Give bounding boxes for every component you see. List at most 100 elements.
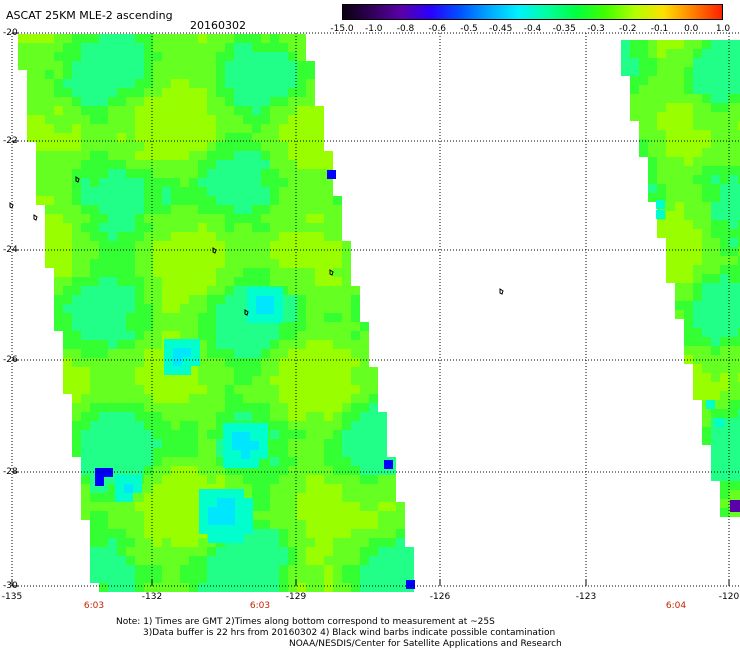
swath-pixel	[234, 124, 243, 133]
swath-pixel	[306, 106, 315, 115]
swath-pixel	[207, 331, 216, 340]
swath-pixel	[702, 283, 711, 292]
swath-pixel	[90, 493, 99, 502]
swath-pixel	[252, 223, 261, 232]
swath-pixel	[306, 259, 315, 268]
swath-pixel	[90, 376, 99, 385]
swath-pixel	[324, 403, 333, 412]
swath-pixel	[729, 337, 738, 346]
swath-pixel	[261, 403, 270, 412]
swath-pixel	[180, 556, 189, 565]
swath-pixel	[639, 49, 648, 58]
swath-pixel	[81, 223, 90, 232]
swath-pixel	[684, 310, 693, 319]
swath-pixel	[81, 430, 90, 439]
swath-pixel	[297, 295, 306, 304]
swath-pixel	[153, 313, 162, 322]
time-label: 6:03	[249, 601, 271, 611]
swath-pixel	[90, 304, 99, 313]
swath-pixel	[117, 340, 126, 349]
swath-pixel	[315, 286, 324, 295]
swath-pixel	[261, 223, 270, 232]
swath-pixel	[36, 52, 45, 61]
swath-pixel	[180, 574, 189, 583]
swath-pixel	[360, 529, 369, 538]
swath-pixel	[729, 418, 738, 427]
swath-pixel	[297, 304, 306, 313]
swath-pixel	[261, 169, 270, 178]
swath-pixel	[693, 211, 702, 220]
swath-pixel	[216, 394, 225, 403]
swath-pixel	[270, 349, 279, 358]
swath-pixel	[720, 40, 729, 49]
colorbar-tick-label: -0.8	[396, 24, 415, 34]
swath-pixel	[288, 142, 297, 151]
swath-pixel	[324, 187, 333, 196]
swath-pixel	[265, 305, 274, 314]
swath-pixel	[153, 97, 162, 106]
swath-pixel	[225, 133, 234, 142]
swath-pixel	[720, 463, 729, 472]
swath-pixel	[72, 160, 81, 169]
swath-pixel	[144, 115, 153, 124]
swath-pixel	[54, 205, 63, 214]
swath-pixel	[234, 466, 243, 475]
swath-pixel	[738, 319, 740, 328]
swath-pixel	[621, 67, 630, 76]
swath-pixel	[250, 441, 259, 450]
swath-pixel	[270, 466, 279, 475]
swath-pixel	[162, 493, 171, 502]
swath-pixel	[711, 283, 720, 292]
swath-pixel	[153, 358, 162, 367]
swath-pixel	[135, 160, 144, 169]
swath-pixel	[54, 313, 63, 322]
swath-pixel	[261, 484, 270, 493]
swath-pixel	[189, 115, 198, 124]
swath-pixel	[252, 160, 261, 169]
swath-pixel	[738, 166, 740, 175]
swath-pixel	[243, 538, 252, 547]
swath-pixel	[45, 151, 54, 160]
swath-pixel	[180, 268, 189, 277]
swath-pixel	[189, 331, 198, 340]
swath-pixel	[261, 250, 270, 259]
swath-pixel	[135, 241, 144, 250]
swath-pixel	[207, 448, 216, 457]
swath-pixel	[225, 412, 234, 421]
note-line-3: NOAA/NESDIS/Center for Satellite Applica…	[289, 639, 562, 649]
swath-pixel	[270, 547, 279, 556]
swath-pixel	[351, 565, 360, 574]
swath-pixel	[207, 367, 216, 376]
swath-pixel	[162, 394, 171, 403]
swath-pixel	[63, 70, 72, 79]
swath-pixel	[684, 40, 693, 49]
swath-pixel	[144, 250, 153, 259]
swath-pixel	[657, 157, 666, 166]
swath-pixel	[396, 574, 405, 583]
swath-pixel	[279, 79, 288, 88]
swath-pixel	[288, 106, 297, 115]
swath-pixel	[54, 88, 63, 97]
swath-pixel	[144, 169, 153, 178]
swath-pixel	[288, 331, 297, 340]
swath-pixel	[288, 115, 297, 124]
swath-pixel	[396, 556, 405, 565]
swath-pixel	[702, 238, 711, 247]
swath-pixel	[72, 448, 81, 457]
swath-pixel	[720, 184, 729, 193]
swath-pixel	[738, 274, 740, 283]
swath-pixel	[315, 187, 324, 196]
swath-pixel	[180, 106, 189, 115]
swath-pixel	[288, 349, 297, 358]
swath-pixel	[117, 574, 126, 583]
swath-pixel	[72, 151, 81, 160]
swath-pixel	[729, 274, 738, 283]
swath-pixel	[171, 421, 180, 430]
swath-pixel	[261, 331, 270, 340]
swath-pixel	[288, 196, 297, 205]
swath-pixel	[270, 142, 279, 151]
swath-pixel	[115, 484, 124, 493]
swath-pixel	[342, 439, 351, 448]
swath-pixel	[324, 439, 333, 448]
swath-pixel	[72, 106, 81, 115]
